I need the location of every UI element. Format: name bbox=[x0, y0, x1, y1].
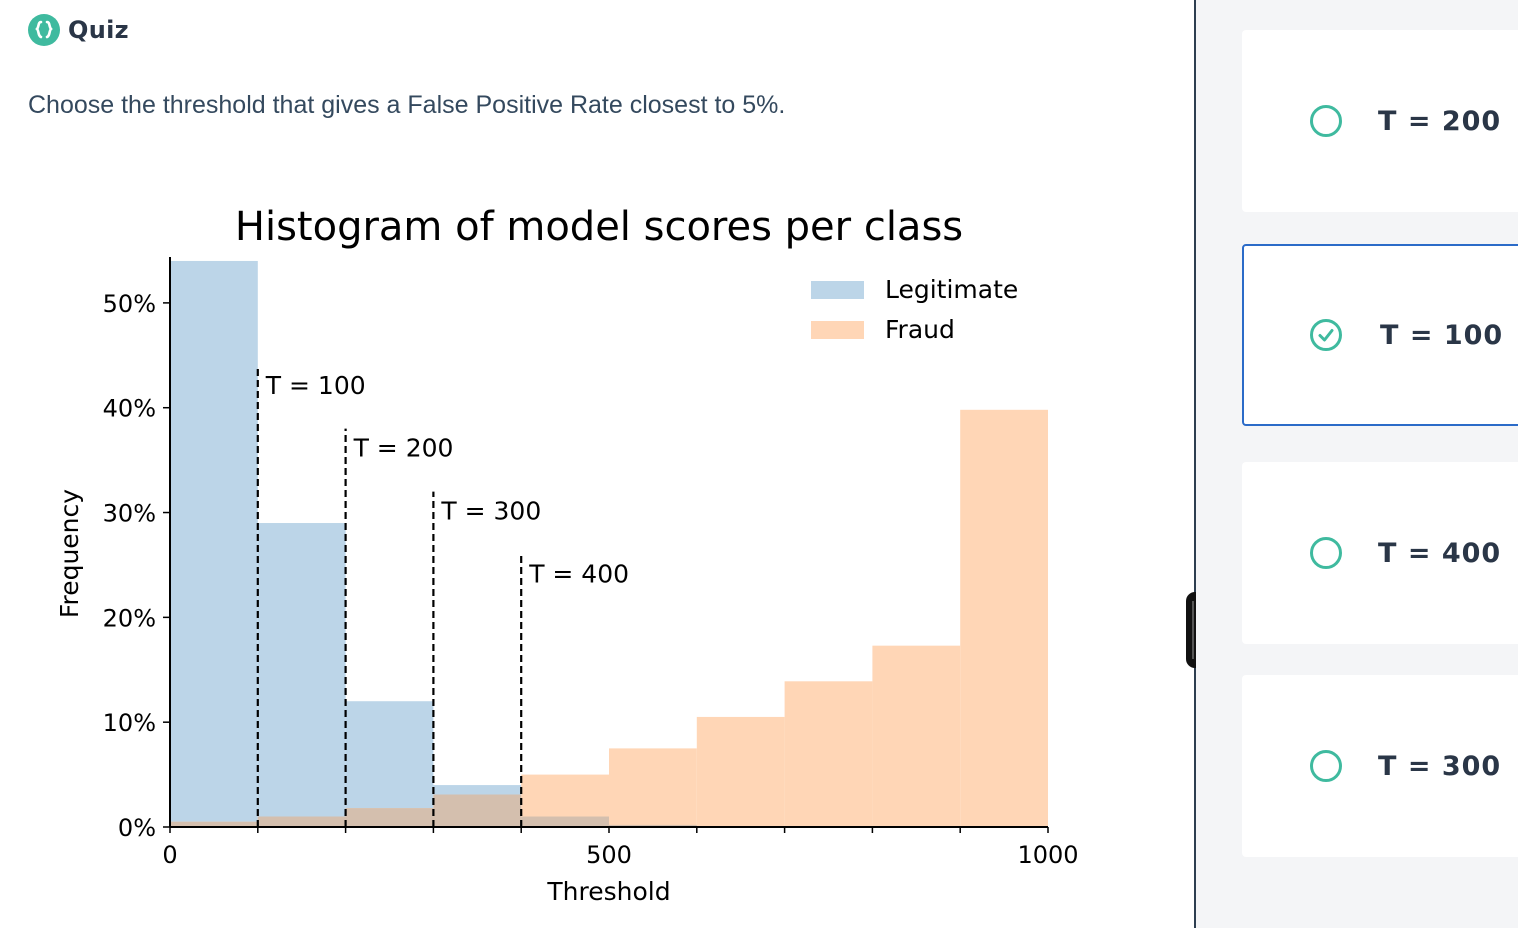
answer-sidebar: T = 200 T = 100 T = 400 T = 300 bbox=[1196, 0, 1518, 928]
quiz-title: Quiz bbox=[68, 16, 129, 44]
answer-option-label: T = 200 bbox=[1378, 105, 1502, 137]
fraud-bar bbox=[960, 409, 1048, 827]
threshold-label: T = 200 bbox=[353, 434, 454, 463]
quiz-header: Quiz bbox=[28, 14, 129, 46]
question-text: Choose the threshold that gives a False … bbox=[28, 91, 786, 119]
answer-option-label: T = 100 bbox=[1380, 319, 1504, 351]
fraud-bar bbox=[784, 681, 873, 827]
overlap-bar bbox=[257, 816, 346, 827]
legitimate-bar bbox=[345, 701, 434, 827]
fraud-bar bbox=[609, 748, 697, 827]
fraud-bar bbox=[872, 645, 961, 827]
legend-swatch bbox=[811, 281, 864, 299]
y-tick-label: 40% bbox=[103, 395, 156, 423]
y-axis-label: Frequency bbox=[55, 489, 84, 618]
legend-swatch bbox=[811, 321, 864, 339]
x-tick-label: 500 bbox=[586, 841, 632, 869]
radio-empty-icon[interactable] bbox=[1310, 105, 1342, 137]
chart-svg: Histogram of model scores per class T = 1… bbox=[55, 204, 1079, 906]
x-axis-label: Threshold bbox=[546, 877, 670, 906]
overlap-bar bbox=[433, 794, 522, 827]
legitimate-bar bbox=[170, 260, 258, 827]
histogram-chart: Histogram of model scores per class T = 1… bbox=[40, 190, 1140, 920]
y-tick-label: 20% bbox=[103, 604, 156, 632]
radio-checked-icon[interactable] bbox=[1310, 319, 1342, 351]
threshold-label: T = 400 bbox=[528, 559, 629, 588]
answer-option-t100[interactable]: T = 100 bbox=[1242, 244, 1518, 426]
y-tick-label: 50% bbox=[103, 290, 156, 318]
answer-option-label: T = 400 bbox=[1378, 537, 1502, 569]
answer-option-t400[interactable]: T = 400 bbox=[1242, 462, 1518, 644]
threshold-label: T = 100 bbox=[265, 371, 366, 400]
x-tick-label: 0 bbox=[162, 841, 177, 869]
answer-option-t200[interactable]: T = 200 bbox=[1242, 30, 1518, 212]
fraud-bar bbox=[696, 716, 785, 827]
overlap-bar bbox=[170, 821, 258, 827]
answer-option-label: T = 300 bbox=[1378, 750, 1502, 782]
overlap-bar bbox=[345, 808, 434, 827]
radio-empty-icon[interactable] bbox=[1310, 750, 1342, 782]
answer-option-t300[interactable]: T = 300 bbox=[1242, 675, 1518, 857]
chart-title: Histogram of model scores per class bbox=[235, 204, 963, 250]
overlap-bar bbox=[521, 816, 609, 827]
y-tick-label: 30% bbox=[103, 500, 156, 528]
legitimate-bar bbox=[257, 523, 346, 827]
threshold-label: T = 300 bbox=[440, 497, 541, 526]
overlap-bar bbox=[609, 824, 697, 827]
x-tick-label: 1000 bbox=[1017, 841, 1078, 869]
y-tick-label: 10% bbox=[103, 709, 156, 737]
pane-divider bbox=[1194, 0, 1196, 928]
legend-label: Fraud bbox=[885, 315, 955, 344]
y-tick-label: 0% bbox=[118, 814, 156, 842]
curly-braces-icon bbox=[28, 14, 60, 46]
legend-label: Legitimate bbox=[885, 275, 1018, 304]
radio-empty-icon[interactable] bbox=[1310, 537, 1342, 569]
